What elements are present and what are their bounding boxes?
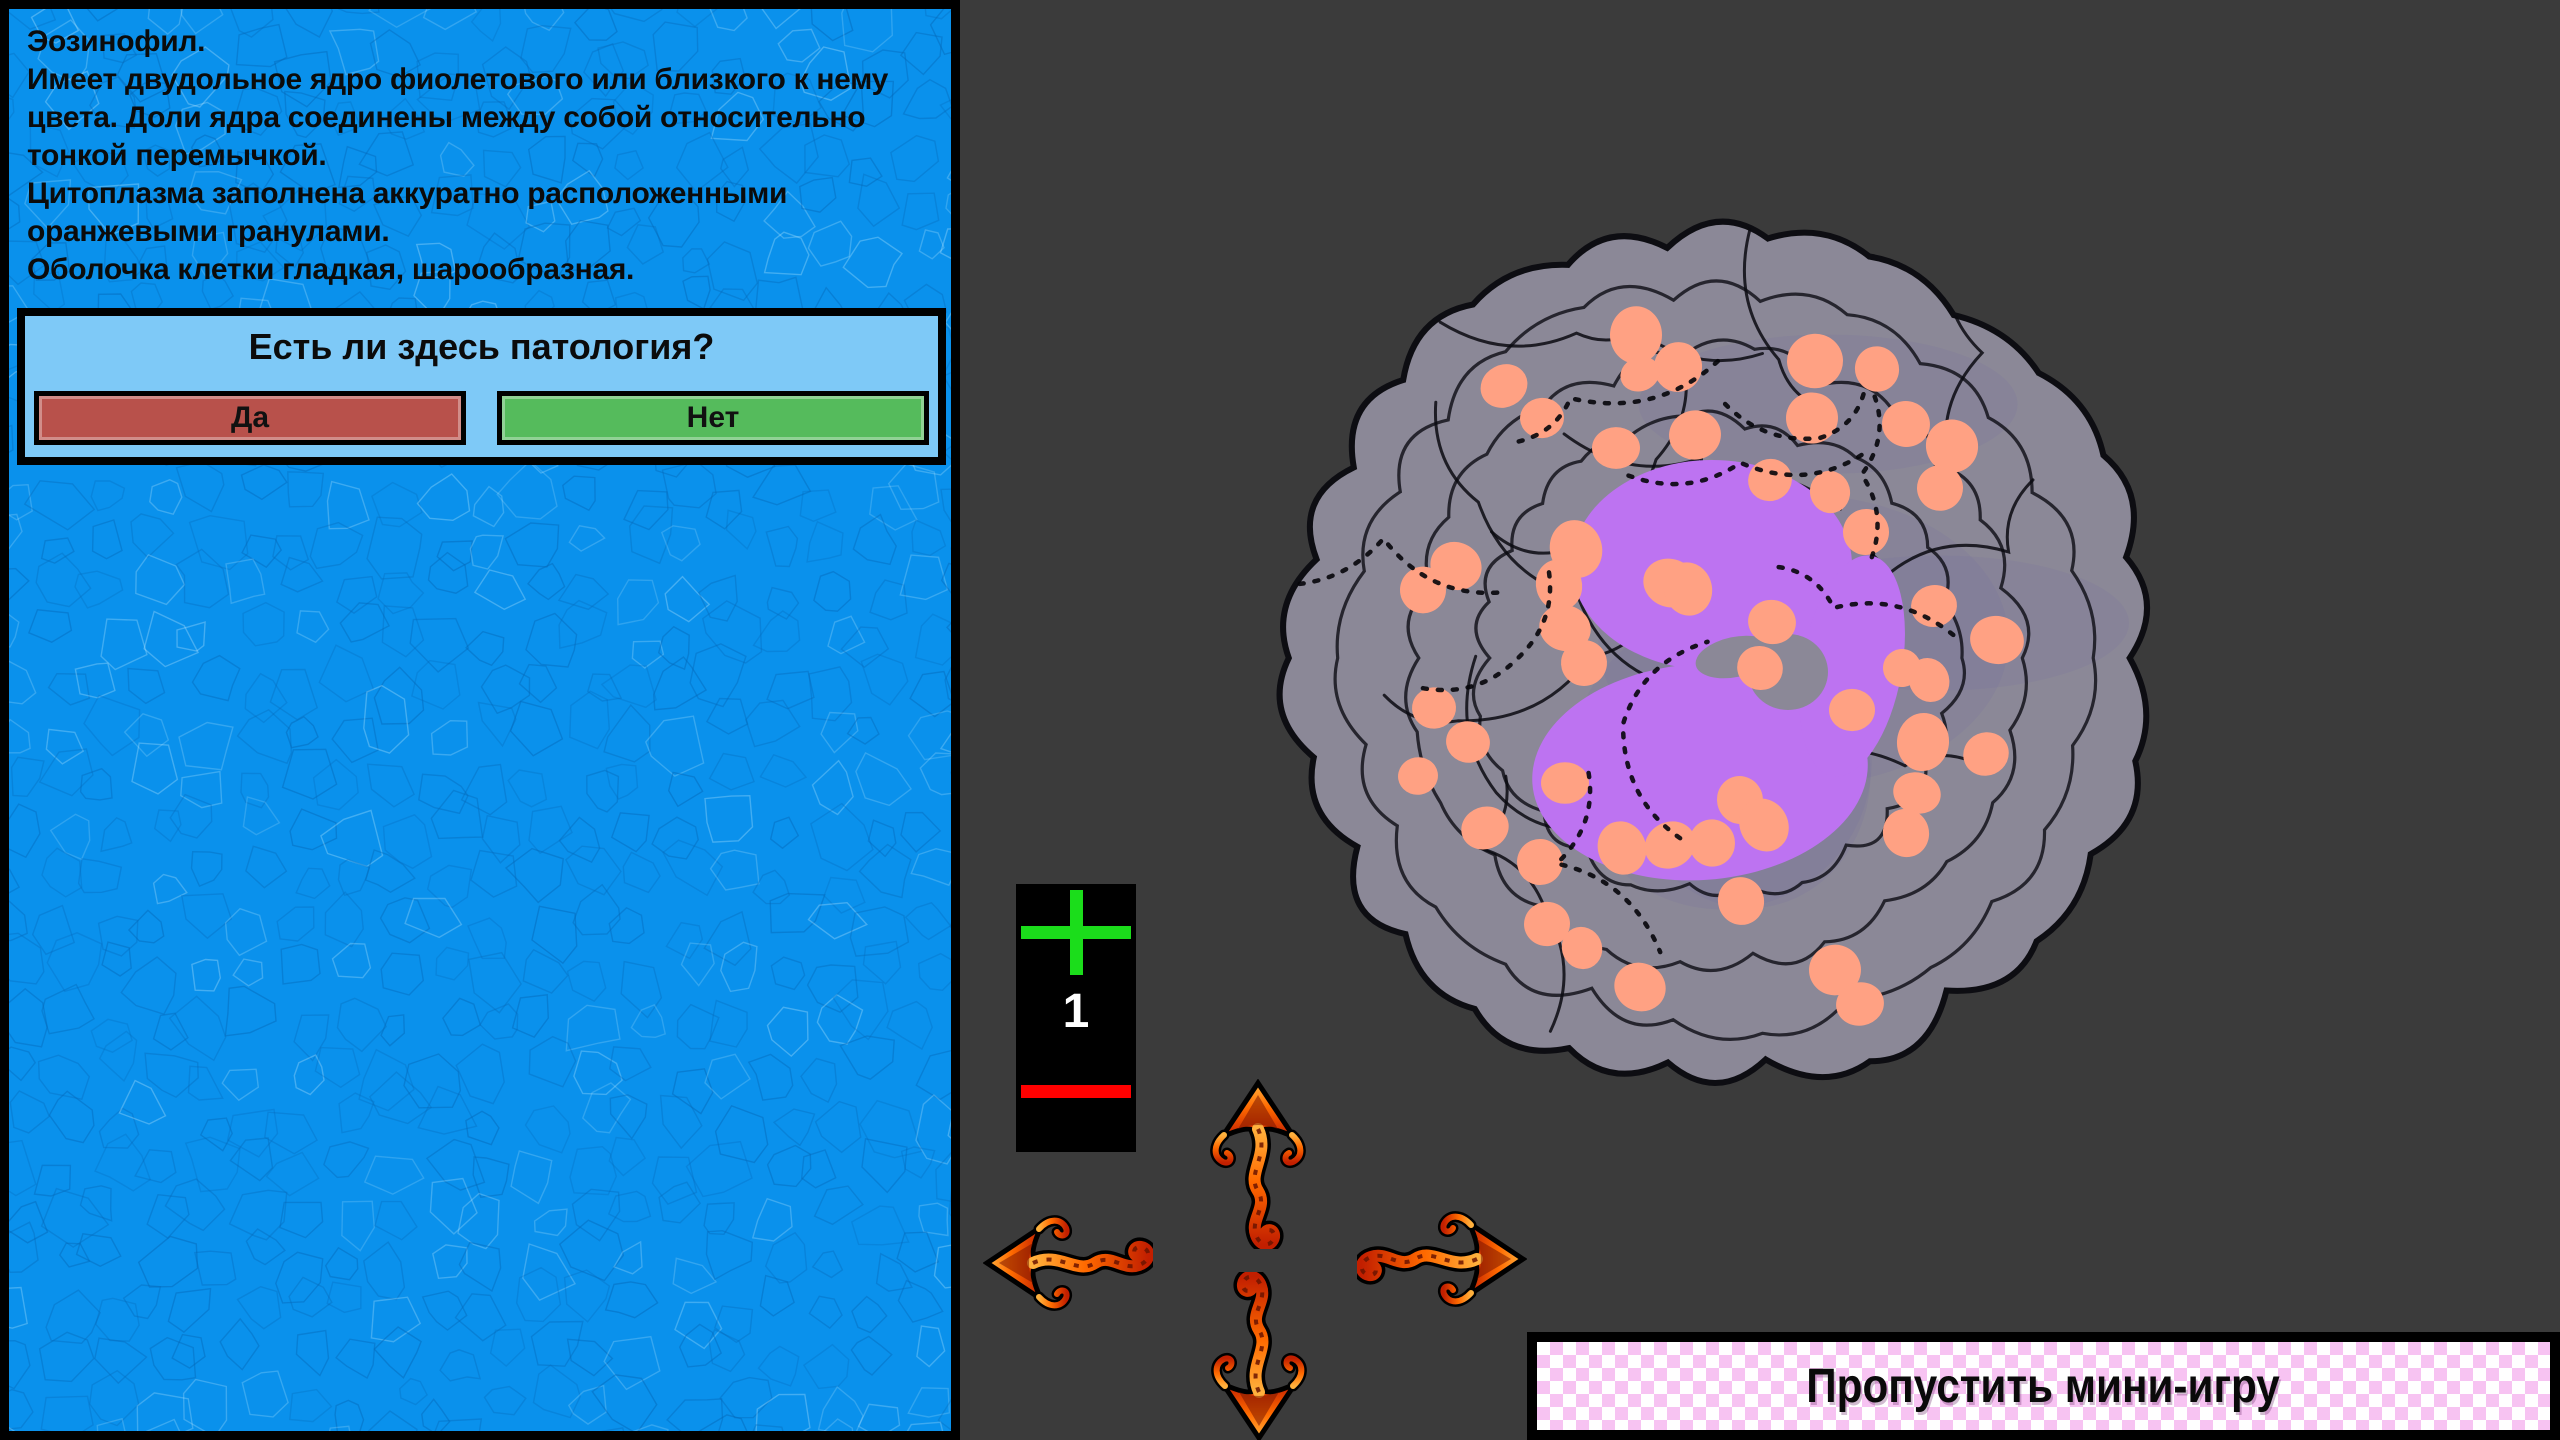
flame-arrow-shape — [983, 1215, 1153, 1311]
yes-button[interactable]: Да — [34, 391, 466, 445]
pathology-question-box: Есть ли здесь патология? Да Нет — [17, 308, 946, 465]
question-title: Есть ли здесь патология? — [248, 326, 715, 367]
answer-buttons: Да Нет — [34, 391, 929, 445]
description-line: Имеет двудольное ядро фиолетового или бл… — [27, 63, 889, 172]
flame-arrow-shape — [1357, 1211, 1527, 1307]
nav-arrow-left-icon[interactable] — [983, 1178, 1153, 1348]
cell-interior — [1279, 221, 2129, 1041]
granules — [1398, 306, 2024, 1026]
zoom-in-button[interactable] — [1016, 884, 1136, 984]
flame-arrow-shape — [1210, 1079, 1306, 1249]
description-line: Оболочка клетки гладкая, шарообразная. — [27, 253, 635, 286]
flame-arrow-shape — [1211, 1272, 1307, 1440]
nav-arrow-right-icon[interactable] — [1357, 1174, 1527, 1344]
skip-minigame-button[interactable]: Пропустить мини-игру — [1527, 1332, 2560, 1440]
zoom-level: 1 — [1062, 985, 1090, 1038]
zoom-out-button[interactable] — [1016, 1069, 1136, 1114]
minus-icon — [1021, 1085, 1131, 1098]
nav-arrow-up-icon[interactable] — [1173, 1079, 1343, 1249]
nav-arrow-down-icon[interactable] — [1174, 1272, 1344, 1440]
zoom-control: 1 — [1016, 884, 1136, 1152]
no-button[interactable]: Нет — [497, 391, 929, 445]
eosinophil-cell-image — [1276, 218, 2151, 1086]
info-panel: Эозинофил. Имеет двудольное ядро фиолето… — [0, 0, 960, 1440]
description-line: Цитоплазма заполнена аккуратно расположе… — [27, 177, 788, 248]
skip-minigame-label: Пропустить мини-игру — [1806, 1359, 2281, 1413]
description-title: Эозинофил. — [27, 25, 206, 58]
cell-description: Эозинофил. Имеет двудольное ядро фиолето… — [9, 9, 951, 289]
plus-icon — [1070, 890, 1083, 975]
